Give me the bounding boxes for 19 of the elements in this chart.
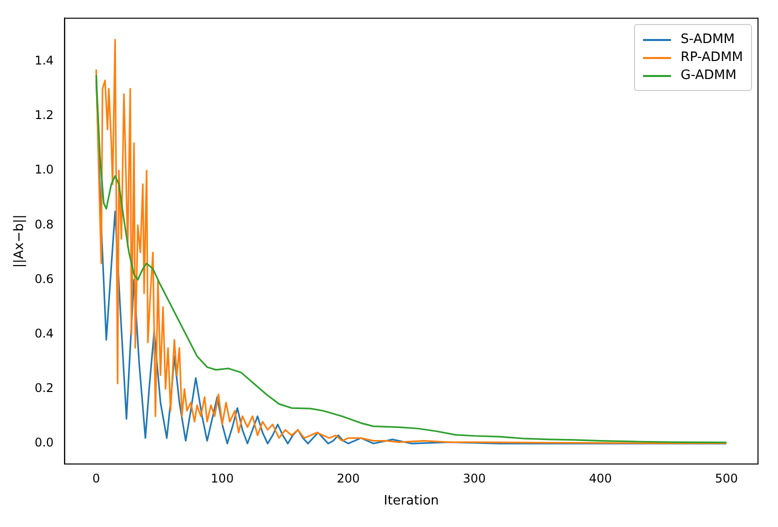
x-tick-label: 300 bbox=[462, 471, 486, 486]
x-tick-label: 500 bbox=[715, 471, 738, 486]
legend-label: S-ADMM bbox=[680, 32, 735, 48]
x-axis-title: Iteration bbox=[384, 494, 439, 509]
y-tick-label: 0.2 bbox=[34, 381, 54, 396]
y-tick-label: 1.4 bbox=[34, 53, 54, 68]
y-tick-label: 0.0 bbox=[34, 436, 54, 450]
y-tick-label: 0.6 bbox=[34, 272, 54, 286]
legend-label: G-ADMM bbox=[680, 68, 736, 84]
y-tick-label: 1.2 bbox=[34, 108, 54, 122]
x-tick-label: 0 bbox=[92, 471, 100, 486]
x-tick-label: 400 bbox=[588, 471, 612, 486]
x-tick-label: 200 bbox=[336, 471, 360, 486]
legend-label: RP-ADMM bbox=[680, 50, 743, 66]
x-tick-label: 100 bbox=[210, 471, 234, 486]
y-tick-label: 0.8 bbox=[34, 217, 54, 232]
y-tick-label: 1.0 bbox=[34, 162, 54, 177]
y-tick-label: 0.4 bbox=[34, 326, 54, 340]
y-axis-title: ||Ax−b|| bbox=[12, 214, 28, 268]
